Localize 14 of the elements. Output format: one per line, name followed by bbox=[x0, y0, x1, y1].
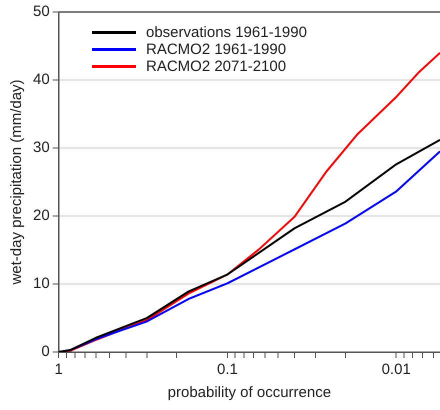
legend-label: observations 1961-1990 bbox=[146, 24, 307, 41]
x-tick-label: 0.01 bbox=[382, 361, 411, 378]
legend-label: RACMO2 1961-1990 bbox=[146, 41, 286, 58]
y-axis-title: wet-day precipitation (mm/day) bbox=[8, 79, 26, 286]
y-tick-label: 50 bbox=[32, 3, 50, 20]
y-tick-label: 0 bbox=[41, 343, 50, 360]
y-tick-label: 20 bbox=[32, 207, 50, 224]
y-tick-label: 40 bbox=[32, 71, 50, 88]
y-tick-label: 30 bbox=[32, 139, 50, 156]
x-axis-title: probability of occurrence bbox=[168, 384, 332, 402]
x-tick-label: 0.1 bbox=[217, 361, 238, 378]
y-tick-label: 10 bbox=[32, 275, 50, 292]
x-tick-label: 1 bbox=[54, 361, 63, 378]
legend-label: RACMO2 2071-2100 bbox=[146, 58, 286, 75]
